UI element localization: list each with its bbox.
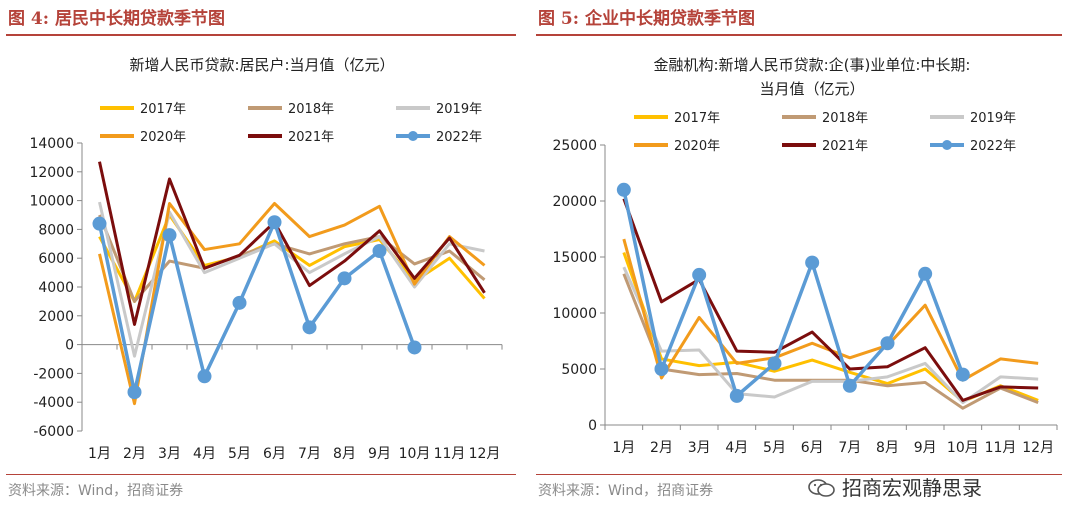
data-point: [654, 362, 669, 376]
data-point: [692, 267, 707, 282]
data-point: [729, 388, 744, 403]
y-tick-label: 10000: [552, 306, 597, 322]
x-tick-label: 8月: [333, 446, 356, 462]
data-point: [955, 367, 970, 382]
data-point: [880, 336, 895, 351]
top-rule: [536, 34, 1062, 36]
source-note: 资料来源：Wind，招商证券: [8, 483, 184, 499]
top-rule: [6, 34, 516, 36]
legend-label: 2022年: [970, 139, 1016, 154]
chart-left: 新增人民币贷款:居民户:当月值（亿元） 2017年 2018年 2019年 2020年 2…: [29, 56, 503, 462]
data-point: [918, 266, 933, 281]
data-point: [197, 369, 212, 384]
chart-title: 新增人民币贷款:居民户:当月值（亿元）: [129, 56, 394, 74]
legend-label: 2021年: [288, 130, 334, 145]
data-point: [337, 271, 352, 286]
chart-title: 金融机构:新增人民币贷款:企(事)业单位:中长期:: [654, 56, 971, 74]
y-tick-label: 5000: [561, 362, 597, 378]
legend-label: 2018年: [288, 102, 334, 117]
x-tick-label: 1月: [88, 446, 111, 462]
y-tick-label: 6000: [38, 251, 74, 267]
data-point: [372, 244, 387, 258]
data-point: [407, 340, 422, 355]
x-tick-label: 6月: [263, 446, 286, 462]
legend-label: 2020年: [140, 130, 186, 145]
figure-4-title: 图 4: 居民中长期贷款季节图: [8, 9, 225, 29]
right-panel: 图 5: 企业中长期贷款季节图 金融机构:新增人民币贷款:企(事)业单位:中长期…: [536, 0, 1080, 532]
x-tick-label: 3月: [158, 446, 181, 462]
y-tick-label: -6000: [33, 424, 74, 440]
watermark: 招商宏观静思录: [808, 472, 982, 501]
y-tick-label: 4000: [38, 280, 74, 296]
y-tick-label: 14000: [29, 136, 74, 152]
data-point: [267, 215, 282, 230]
watermark-text: 招商宏观静思录: [842, 476, 982, 500]
data-point: [616, 182, 631, 197]
y-tick-label: 8000: [38, 222, 74, 238]
x-tick-label: 10月: [947, 440, 979, 456]
y-tick-label: 25000: [552, 138, 597, 154]
series-line: [622, 189, 965, 398]
y-tick-label: -2000: [33, 366, 74, 382]
data-point: [302, 320, 317, 335]
data-point: [805, 255, 820, 270]
legend-label: 2019年: [970, 111, 1016, 126]
data-point: [162, 228, 177, 243]
series-line: [97, 220, 417, 394]
x-tick-label: 7月: [838, 440, 861, 456]
source-note: 资料来源：Wind，招商证券: [538, 483, 714, 499]
bottom-rule: [6, 474, 516, 475]
series-line: [622, 198, 1039, 402]
y-tick-label: 0: [65, 338, 74, 354]
legend-marker: [942, 140, 952, 150]
x-tick-label: 3月: [688, 440, 711, 456]
legend-label: 2020年: [674, 139, 720, 154]
figure-5-title: 图 5: 企业中长期贷款季节图: [538, 9, 755, 29]
chart-right: 金融机构:新增人民币贷款:企(事)业单位:中长期: 当月值（亿元） 2017年 201…: [552, 56, 1058, 456]
x-tick-label: 8月: [876, 440, 899, 456]
legend-label: 2018年: [822, 111, 868, 126]
legend-marker: [408, 131, 418, 141]
legend-label: 2022年: [436, 130, 482, 145]
x-tick-label: 12月: [469, 446, 501, 462]
legend-label: 2019年: [436, 102, 482, 117]
x-tick-label: 1月: [612, 440, 635, 456]
legend-label: 2021年: [822, 139, 868, 154]
wechat-icon: [808, 479, 835, 497]
data-point: [92, 216, 107, 231]
data-point: [232, 295, 247, 310]
x-tick-label: 9月: [914, 440, 937, 456]
data-point: [767, 356, 782, 371]
x-tick-label: 11月: [434, 446, 466, 462]
chart-title: 当月值（亿元）: [759, 80, 864, 98]
x-tick-label: 4月: [193, 446, 216, 462]
legend-label: 2017年: [140, 102, 186, 117]
x-tick-label: 5月: [228, 446, 251, 462]
x-tick-label: 9月: [368, 446, 391, 462]
bottom-rule: [536, 474, 1062, 475]
y-tick-label: -4000: [33, 395, 74, 411]
series-line: [98, 161, 486, 326]
y-tick-label: 10000: [29, 194, 74, 210]
data-point: [127, 385, 142, 400]
x-tick-label: 12月: [1022, 440, 1054, 456]
x-tick-label: 6月: [801, 440, 824, 456]
x-tick-label: 10月: [399, 446, 431, 462]
x-tick-label: 2月: [650, 440, 673, 456]
left-panel: 图 4: 居民中长期贷款季节图 新增人民币贷款:居民户:当月值（亿元） 2017年…: [6, 9, 516, 499]
y-tick-label: 12000: [29, 165, 74, 181]
x-tick-label: 11月: [985, 440, 1017, 456]
data-point: [842, 378, 857, 393]
legend-label: 2017年: [674, 111, 720, 126]
y-tick-label: 2000: [38, 309, 74, 325]
x-tick-label: 7月: [298, 446, 321, 462]
y-tick-label: 20000: [552, 194, 597, 210]
x-tick-label: 2月: [123, 446, 146, 462]
x-tick-label: 4月: [725, 440, 748, 456]
y-tick-label: 15000: [552, 250, 597, 266]
y-tick-label: 0: [588, 418, 597, 434]
x-tick-label: 5月: [763, 440, 786, 456]
